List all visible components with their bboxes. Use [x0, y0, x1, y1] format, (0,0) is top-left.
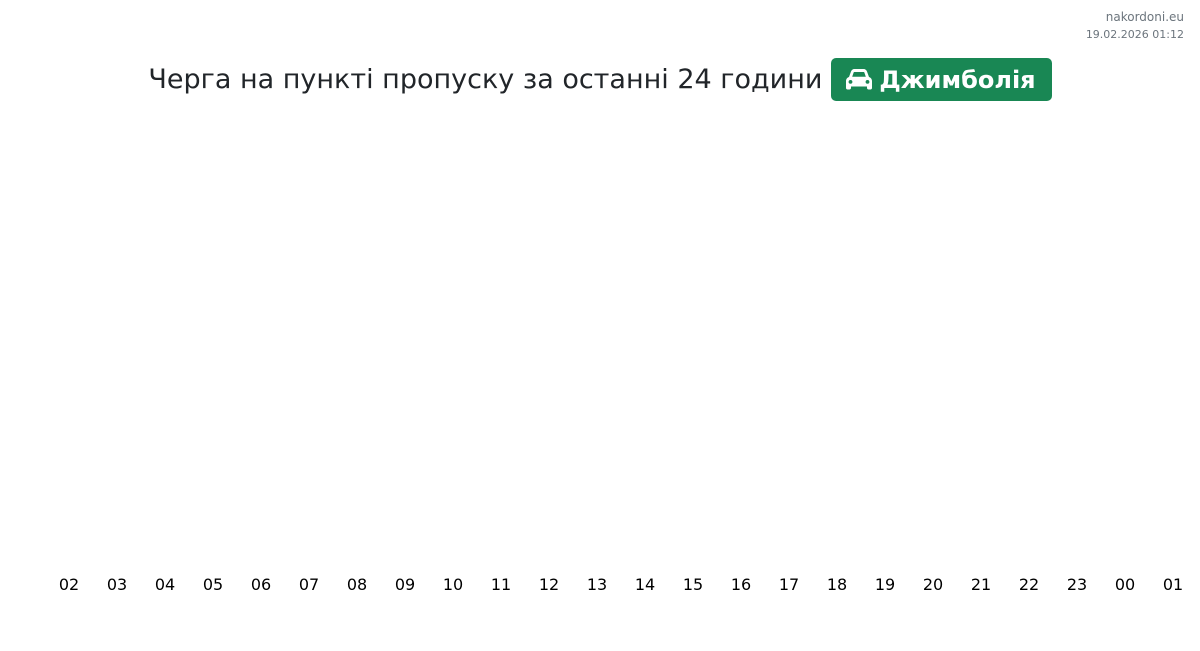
x-tick-label: 14: [635, 575, 655, 594]
site-name: nakordoni.eu: [1105, 10, 1184, 24]
x-tick-label: 12: [539, 575, 559, 594]
x-tick-label: 22: [1019, 575, 1039, 594]
x-tick-label: 21: [971, 575, 991, 594]
x-tick-label: 06: [251, 575, 271, 594]
header: Черга на пункті пропуску за останні 24 г…: [0, 58, 1200, 101]
page-title: Черга на пункті пропуску за останні 24 г…: [148, 64, 823, 95]
x-tick-label: 01: [1163, 575, 1183, 594]
x-tick-label: 05: [203, 575, 223, 594]
checkpoint-badge: Джимболія: [831, 58, 1052, 101]
x-tick-label: 11: [491, 575, 511, 594]
x-tick-label: 04: [155, 575, 175, 594]
x-tick-label: 19: [875, 575, 895, 594]
x-tick-label: 08: [347, 575, 367, 594]
x-tick-label: 20: [923, 575, 943, 594]
x-tick-label: 13: [587, 575, 607, 594]
x-tick-label: 03: [107, 575, 127, 594]
x-tick-label: 17: [779, 575, 799, 594]
timestamp: 19.02.2026 01:12: [1085, 28, 1184, 41]
queue-chart: 02 03 04 05 06 07 08 09 10 11 12 13 14 15 16 17 18 19 20 21…: [59, 575, 1183, 594]
x-tick-label: 10: [443, 575, 463, 594]
x-tick-label: 23: [1067, 575, 1087, 594]
x-tick-label: 02: [59, 575, 79, 594]
car-icon: [846, 68, 873, 89]
checkpoint-name: Джимболія: [879, 65, 1036, 94]
x-tick-label: 15: [683, 575, 703, 594]
brand: nakordoni.eu 19.02.2026 01:12: [1086, 9, 1184, 43]
x-tick-label: 18: [827, 575, 847, 594]
x-tick-label: 16: [731, 575, 751, 594]
x-tick-label: 00: [1115, 575, 1135, 594]
x-tick-label: 09: [395, 575, 415, 594]
x-tick-label: 07: [299, 575, 319, 594]
